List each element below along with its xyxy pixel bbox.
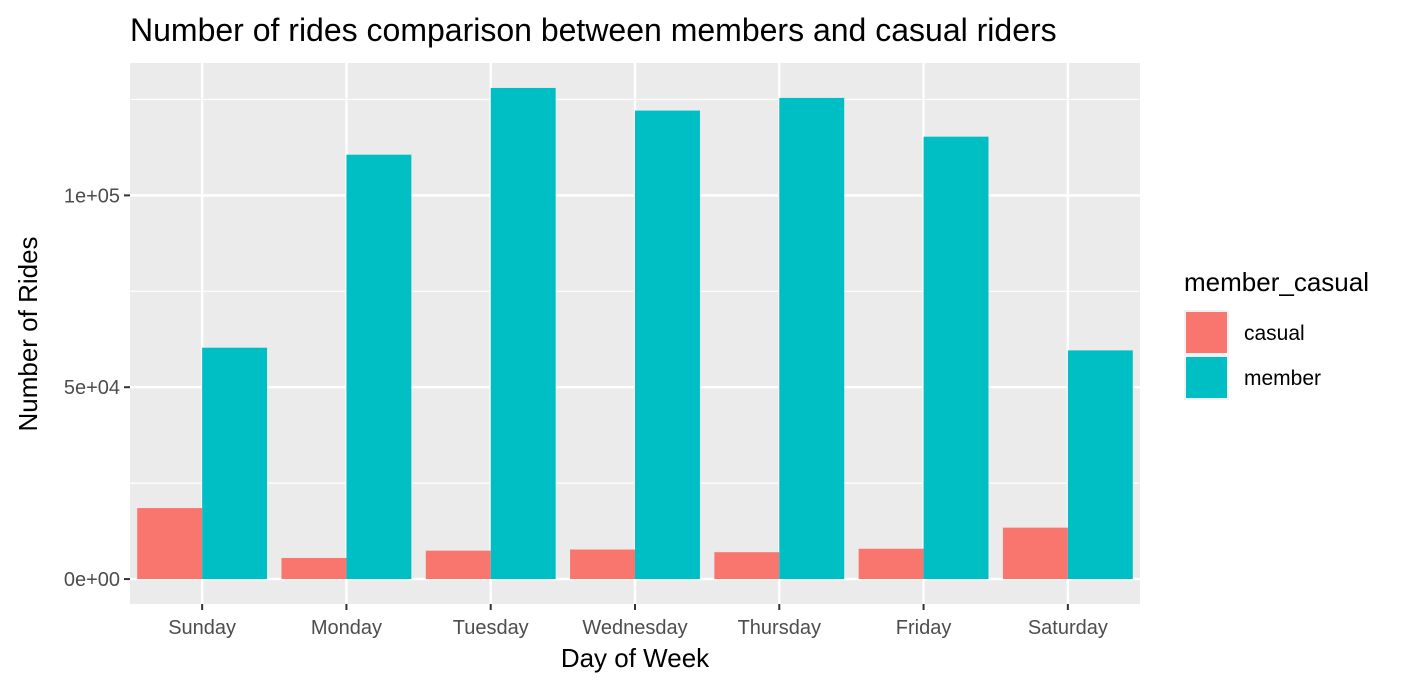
y-tick-label: 0e+00: [64, 569, 120, 591]
x-tick-label: Friday: [896, 617, 952, 639]
y-axis: 0e+00 5e+04 1e+05: [64, 185, 130, 591]
x-tick-label: Sunday: [168, 617, 236, 639]
bar-member-thursday: [779, 97, 845, 580]
bar-member-wednesday: [635, 110, 700, 580]
x-axis-title: Day of Week: [561, 643, 710, 673]
chart-title: Number of rides comparison between membe…: [130, 12, 1057, 48]
bar-member-sunday: [202, 347, 268, 580]
y-tick-label: 5e+04: [64, 377, 120, 399]
bar-member-friday: [923, 136, 989, 580]
bar-casual-tuesday: [425, 550, 491, 580]
bar-casual-wednesday: [570, 549, 635, 580]
y-tick-label: 1e+05: [64, 185, 120, 207]
bar-casual-thursday: [714, 552, 780, 580]
x-tick-label: Monday: [311, 617, 382, 639]
y-axis-title: Number of Rides: [13, 236, 43, 431]
legend-label-member: member: [1244, 367, 1321, 390]
bar-member-tuesday: [490, 87, 556, 580]
bars: [137, 87, 1133, 580]
legend-swatch-member: [1186, 357, 1227, 398]
x-tick-label: Tuesday: [453, 617, 529, 639]
x-tick-label: Saturday: [1028, 617, 1108, 639]
legend-title: member_casual: [1184, 267, 1369, 297]
bar-casual-friday: [858, 548, 924, 580]
bar-casual-monday: [281, 557, 347, 580]
bar-member-saturday: [1067, 350, 1133, 580]
bar-member-monday: [346, 154, 412, 580]
legend-label-casual: casual: [1244, 322, 1305, 345]
x-tick-label: Wednesday: [582, 617, 687, 639]
bar-casual-saturday: [1002, 527, 1068, 580]
bar-casual-sunday: [137, 508, 203, 580]
x-tick-label: Thursday: [738, 617, 821, 639]
x-axis: Sunday Monday Tuesday Wednesday Thursday Frid…: [168, 604, 1108, 639]
legend-swatch-casual: [1186, 312, 1227, 353]
